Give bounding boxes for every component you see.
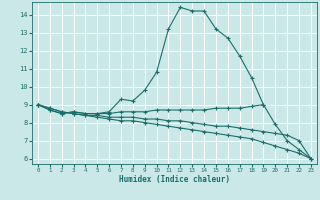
X-axis label: Humidex (Indice chaleur): Humidex (Indice chaleur) <box>119 175 230 184</box>
